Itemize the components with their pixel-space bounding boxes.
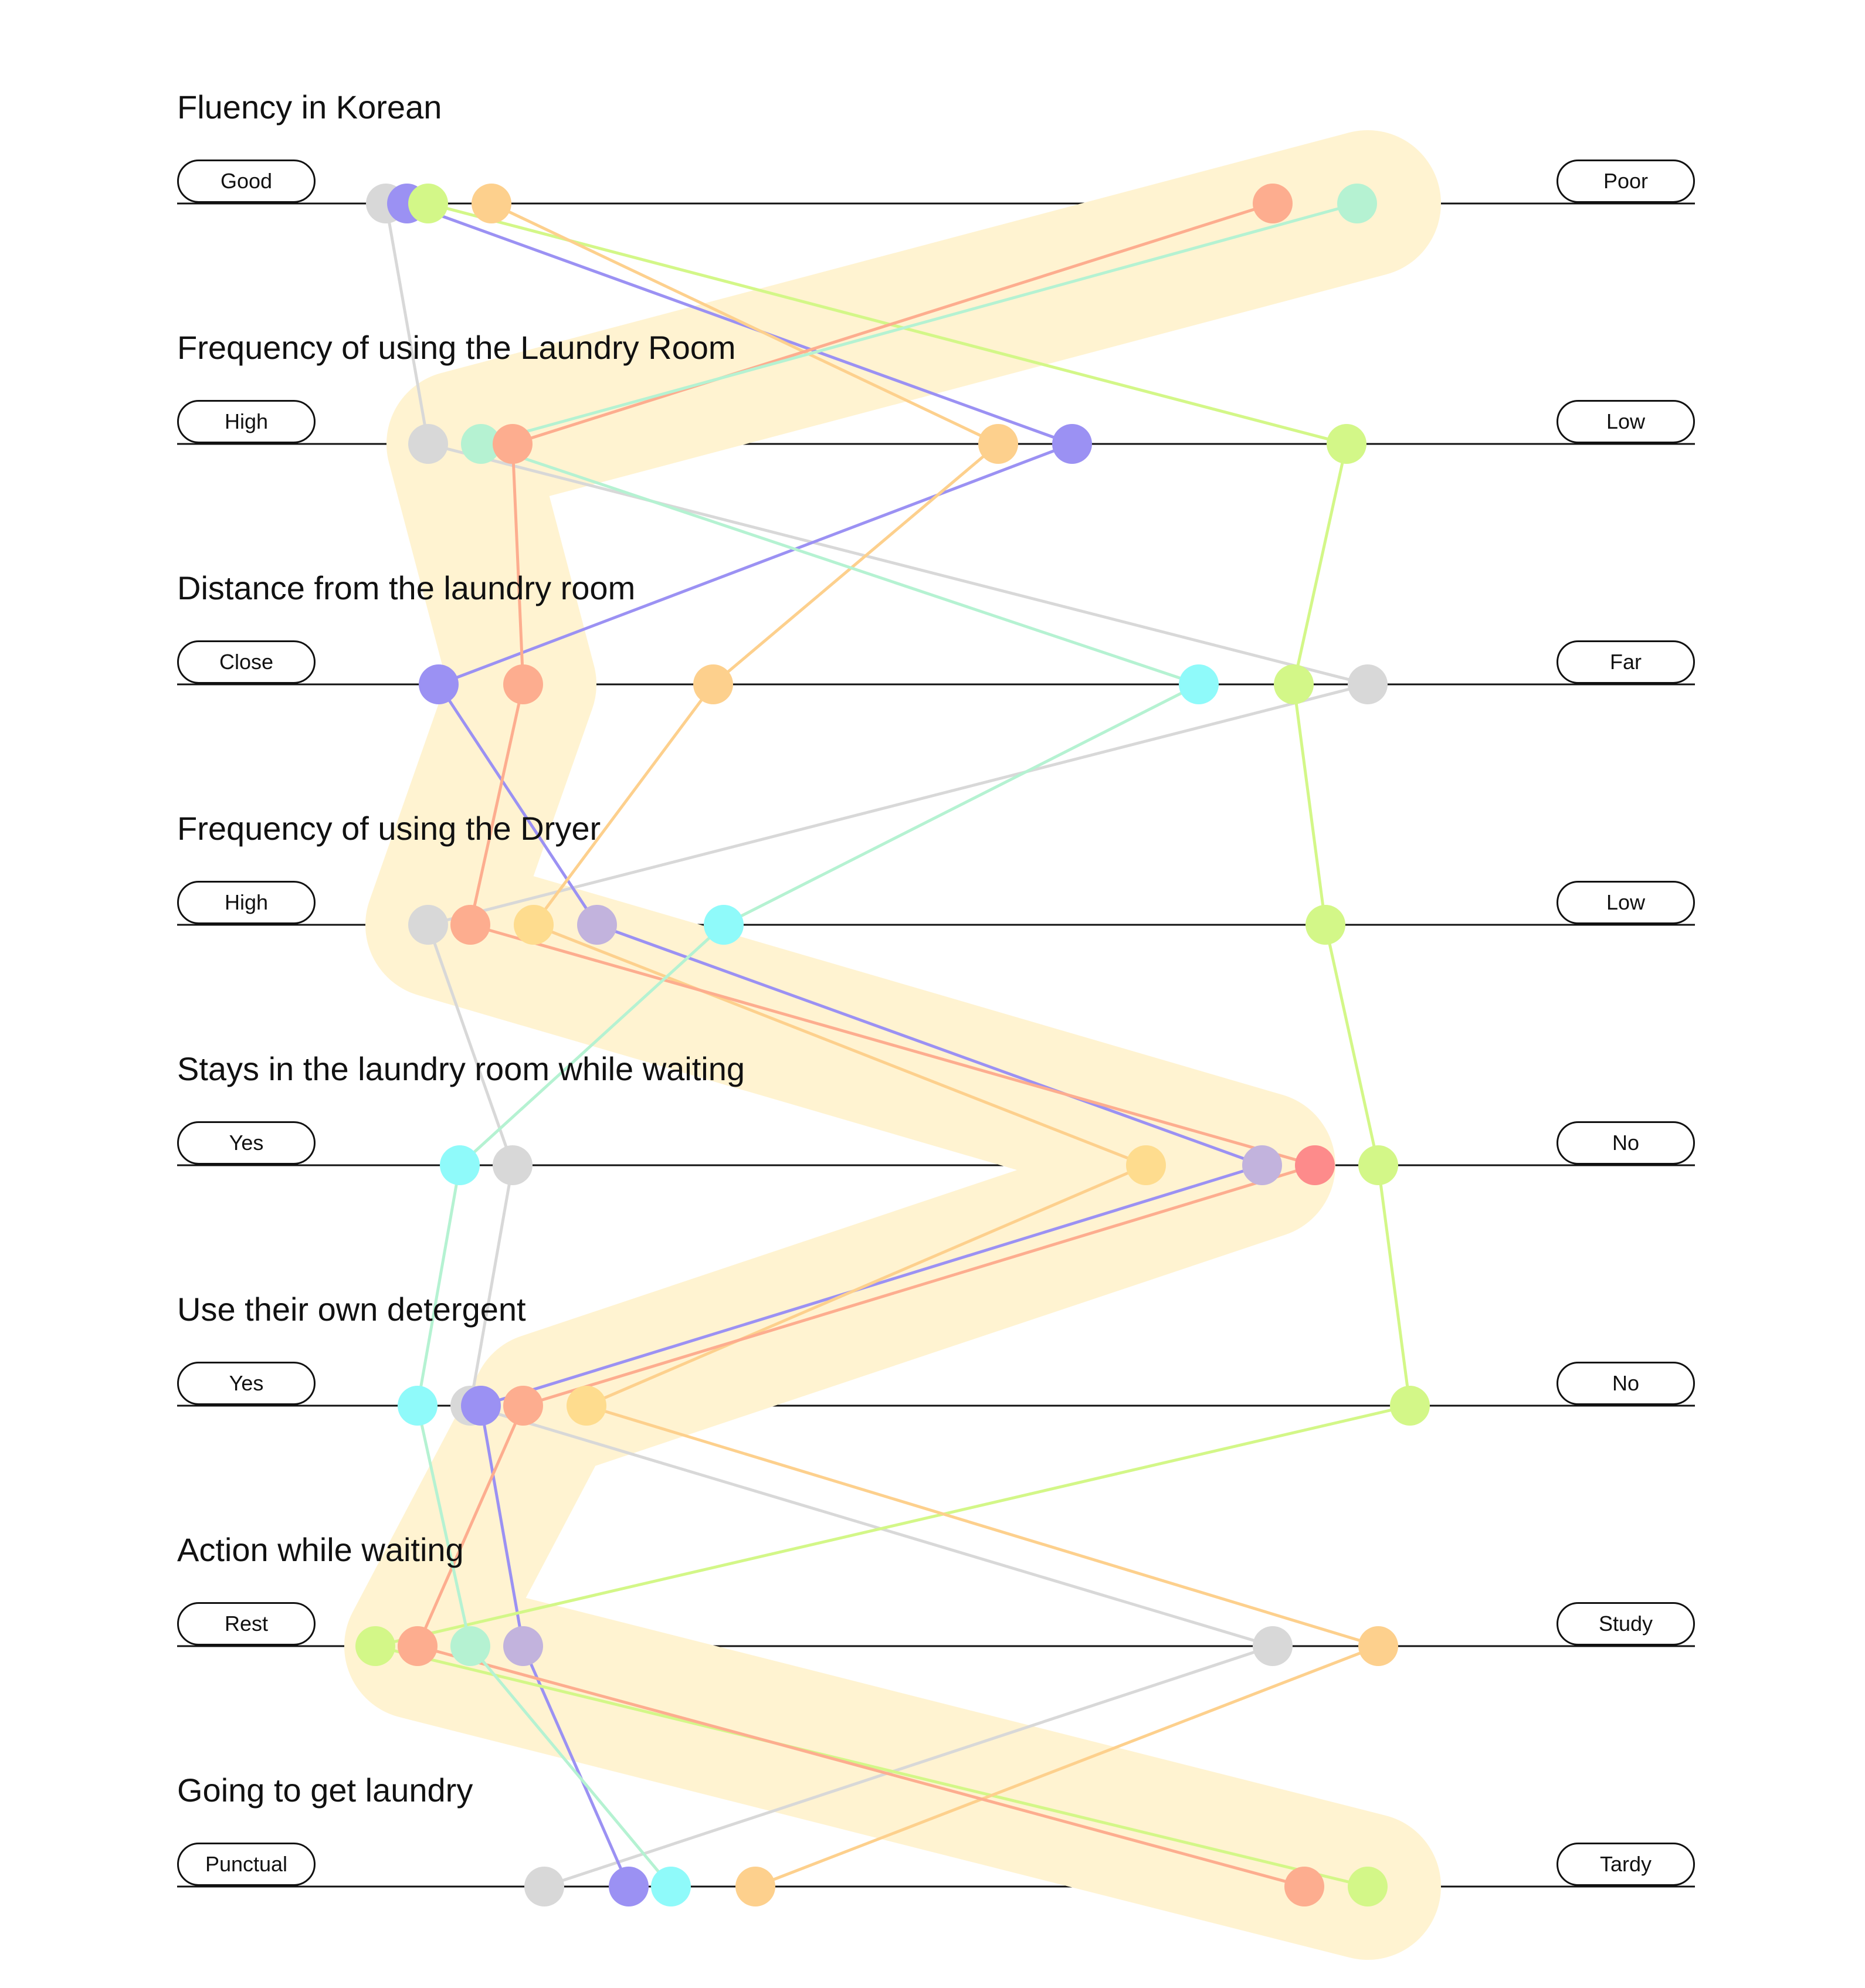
marker-lime <box>1274 664 1314 704</box>
axis-right-label-stays: No <box>1557 1121 1695 1165</box>
axis-right-label-going: Tardy <box>1557 1843 1695 1886</box>
series-line-gray <box>384 203 1369 1888</box>
axis-title-korean: Fluency in Korean <box>177 89 442 125</box>
marker-lime <box>1358 1145 1398 1185</box>
marker-lime <box>1390 1386 1430 1426</box>
series-line-lime <box>374 202 1412 1888</box>
series-line-salmon <box>416 202 1317 1888</box>
marker-orange <box>978 424 1018 464</box>
marker-gold <box>1126 1145 1166 1185</box>
axis-left-label-distance: Close <box>177 640 316 684</box>
marker-lime <box>355 1626 395 1666</box>
marker-orange <box>693 664 733 704</box>
axis-title-detergent: Use their own detergent <box>177 1291 526 1328</box>
axis-title-action: Action while waiting <box>177 1531 464 1568</box>
series-lines <box>374 202 1412 1888</box>
axis-title-laundry-room: Frequency of using the Laundry Room <box>177 329 736 366</box>
marker-lavender <box>1242 1145 1282 1185</box>
value-markers <box>355 184 1430 1906</box>
series-line-blue <box>406 202 1264 1888</box>
marker-salmon <box>503 664 543 704</box>
marker-lavender <box>503 1626 543 1666</box>
series-line-orange <box>490 202 1380 1888</box>
marker-cyan <box>651 1867 691 1906</box>
axis-left-label-stays: Yes <box>177 1121 316 1165</box>
marker-salmon <box>503 1386 543 1426</box>
marker-orange <box>472 184 511 223</box>
marker-salmon <box>1253 184 1293 223</box>
axis-left-label-dryer: High <box>177 881 316 924</box>
axis-left-label-korean: Good <box>177 160 316 203</box>
marker-salmon <box>1284 1867 1324 1906</box>
marker-gold <box>567 1386 606 1426</box>
marker-lime <box>408 184 448 223</box>
marker-lime <box>1327 424 1366 464</box>
marker-gray <box>493 1145 533 1185</box>
marker-cyan <box>704 905 744 945</box>
marker-mint <box>1337 184 1377 223</box>
axis-right-label-dryer: Low <box>1557 881 1695 924</box>
axis-title-dryer: Frequency of using the Dryer <box>177 810 601 847</box>
axis-left-label-going: Punctual <box>177 1843 316 1886</box>
marker-blue <box>419 664 459 704</box>
marker-lime <box>1348 1867 1388 1906</box>
marker-gray <box>1348 664 1388 704</box>
marker-lavender <box>577 905 617 945</box>
marker-blue <box>1052 424 1092 464</box>
marker-red <box>1295 1145 1335 1185</box>
axis-left-label-detergent: Yes <box>177 1362 316 1405</box>
axis-title-stays: Stays in the laundry room while waiting <box>177 1050 745 1087</box>
marker-blue <box>609 1867 649 1906</box>
marker-salmon <box>493 424 533 464</box>
marker-gold <box>514 905 554 945</box>
marker-salmon <box>450 905 490 945</box>
marker-cyan <box>398 1386 438 1426</box>
axis-title-distance: Distance from the laundry room <box>177 569 636 606</box>
marker-blue <box>461 1386 501 1426</box>
series-line-mint <box>416 202 1358 1888</box>
marker-gray <box>408 905 448 945</box>
axis-right-label-detergent: No <box>1557 1362 1695 1405</box>
highlight-path <box>344 130 1441 1960</box>
marker-orange <box>735 1867 775 1906</box>
axis-right-label-distance: Far <box>1557 640 1695 684</box>
axis-right-label-laundry-room: Low <box>1557 400 1695 443</box>
marker-orange <box>1358 1626 1398 1666</box>
marker-gray <box>408 424 448 464</box>
marker-lime <box>1306 905 1345 945</box>
marker-gray <box>524 1867 564 1906</box>
axis-left-label-laundry-room: High <box>177 400 316 443</box>
axis-right-label-action: Study <box>1557 1602 1695 1646</box>
marker-mint <box>461 424 501 464</box>
marker-mint <box>450 1626 490 1666</box>
axis-right-label-korean: Poor <box>1557 160 1695 203</box>
marker-salmon <box>398 1626 438 1666</box>
highlight-band <box>344 130 1441 1960</box>
marker-gray <box>1253 1626 1293 1666</box>
axis-title-going: Going to get laundry <box>177 1772 473 1809</box>
axis-left-label-action: Rest <box>177 1602 316 1646</box>
marker-cyan <box>1179 664 1219 704</box>
marker-cyan <box>440 1145 480 1185</box>
